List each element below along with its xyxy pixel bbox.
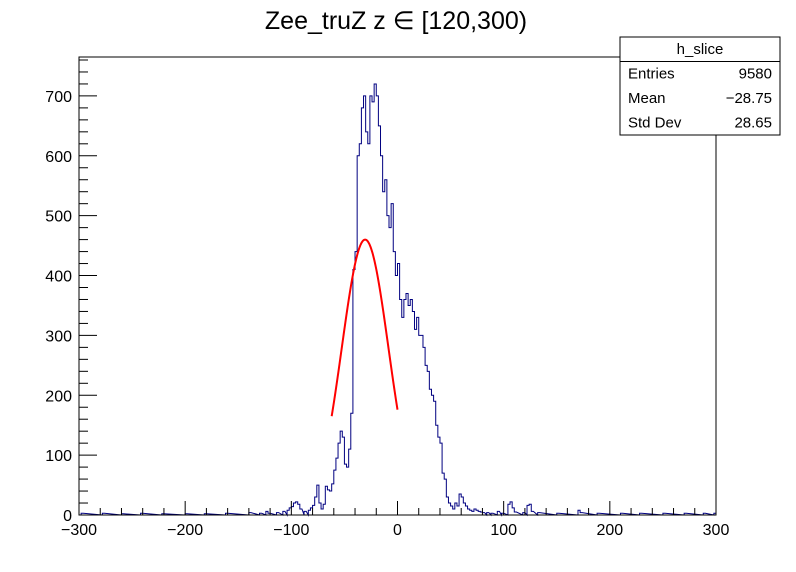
- stats-box-frame: [619, 36, 781, 136]
- stats-box-title: h_slice: [677, 41, 724, 58]
- stats-row-label: Mean: [628, 90, 666, 107]
- y-tick-label: 200: [45, 388, 72, 405]
- x-tick-label: −200: [167, 522, 203, 539]
- stats-row-label: Std Dev: [628, 115, 682, 132]
- fit-layer: [330, 238, 399, 417]
- histogram-series: [79, 83, 717, 517]
- axes-layer: −300 −200 −100 0 100 200 300 0 100 200 300 400 500 60…: [45, 56, 730, 539]
- y-tick-label: 700: [45, 89, 72, 106]
- stats-row-label: Entries: [628, 66, 675, 83]
- fit-curve: [330, 238, 399, 417]
- x-tick-label: 0: [393, 522, 402, 539]
- y-tick-label: 400: [45, 269, 72, 286]
- y-tick-label: 0: [63, 508, 72, 525]
- y-tick-label: 100: [45, 448, 72, 465]
- y-tick-label: 300: [45, 328, 72, 345]
- stats-row-value: 9580: [739, 66, 772, 83]
- y-tick-label: 600: [45, 149, 72, 166]
- stats-row-value: 28.65: [734, 115, 772, 132]
- x-tick-label: 200: [596, 522, 623, 539]
- x-tick-label: 100: [490, 522, 517, 539]
- chart-title: Zee_truZ z ∈ [120,300): [265, 7, 527, 35]
- histogram-layer: [79, 83, 717, 517]
- x-tick-label: 300: [703, 522, 730, 539]
- y-tick-label: 500: [45, 209, 72, 226]
- x-tick-label: −100: [273, 522, 309, 539]
- x-tick-label: −300: [61, 522, 97, 539]
- stats-row-value: −28.75: [726, 90, 772, 107]
